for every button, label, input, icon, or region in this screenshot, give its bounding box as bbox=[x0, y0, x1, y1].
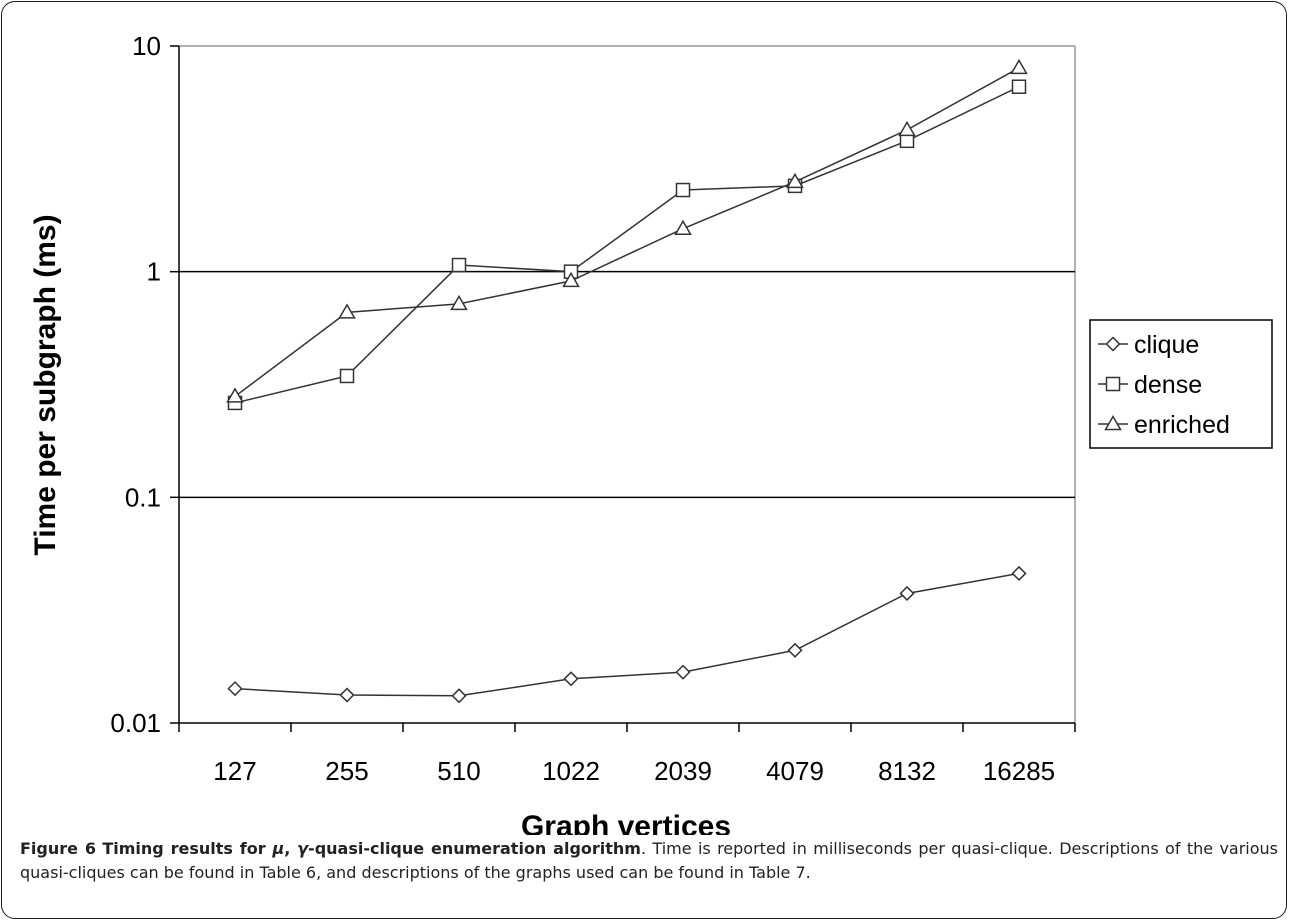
point-clique bbox=[787, 642, 803, 658]
point-clique bbox=[227, 681, 243, 697]
point-enriched bbox=[562, 271, 580, 288]
x-tick-label: 8132 bbox=[878, 756, 936, 786]
x-tick-label: 1022 bbox=[542, 756, 600, 786]
caption-body: . Time is reported in milliseconds per q… bbox=[20, 839, 1279, 882]
point-dense bbox=[451, 257, 467, 273]
caption-gamma: γ bbox=[297, 839, 309, 858]
legend: clique dense enriched bbox=[1089, 319, 1273, 449]
series-line-enriched bbox=[234, 67, 1020, 398]
point-dense bbox=[675, 182, 691, 198]
x-tick-label: 255 bbox=[325, 756, 368, 786]
x-tick-label: 2039 bbox=[654, 756, 712, 786]
y-tick-label: 0.1 bbox=[125, 482, 161, 512]
y-tick-label: 0.01 bbox=[110, 708, 161, 738]
point-clique bbox=[899, 585, 915, 602]
point-enriched bbox=[786, 172, 804, 189]
legend-marker-clique bbox=[1105, 336, 1121, 352]
point-clique bbox=[339, 687, 355, 703]
point-dense bbox=[899, 133, 915, 149]
x-axis-title: Graph vertices bbox=[521, 810, 731, 835]
legend-marker-dense bbox=[1105, 376, 1121, 392]
y-tick-label: 1 bbox=[147, 257, 161, 287]
legend-label-dense: dense bbox=[1134, 371, 1202, 399]
point-dense bbox=[339, 368, 355, 384]
y-tick-label: 10 bbox=[132, 31, 161, 61]
series-line-dense bbox=[234, 86, 1020, 404]
point-dense bbox=[1011, 79, 1027, 94]
point-clique bbox=[1011, 565, 1027, 581]
caption-title-sep: , bbox=[284, 839, 298, 858]
point-clique bbox=[675, 664, 691, 680]
legend-label-enriched: enriched bbox=[1134, 411, 1230, 439]
caption-title-end: -quasi-clique enumeration algorithm bbox=[308, 839, 641, 858]
x-tick-label: 4079 bbox=[766, 756, 824, 786]
point-enriched bbox=[674, 219, 692, 235]
point-clique bbox=[451, 688, 467, 704]
point-enriched bbox=[1010, 58, 1028, 75]
point-clique bbox=[563, 671, 579, 687]
figure-caption: Figure 6 Timing results for μ, γ-quasi-c… bbox=[20, 837, 1278, 885]
caption-mu: μ bbox=[272, 839, 285, 858]
legend-label-clique: clique bbox=[1134, 331, 1199, 359]
x-tick-label: 127 bbox=[213, 756, 256, 786]
point-enriched bbox=[338, 303, 356, 319]
caption-label: Figure 6 bbox=[20, 839, 96, 858]
point-enriched bbox=[226, 387, 244, 403]
point-enriched bbox=[450, 294, 468, 311]
x-tick-label: 510 bbox=[437, 756, 480, 786]
plot-area: 10 1 0.1 0.01 127 255 510 1022 2039 4079 8132 16285 bbox=[110, 31, 1076, 786]
y-axis-title: Time per subgraph (ms) bbox=[29, 214, 62, 555]
chart: 10 1 0.1 0.01 127 255 510 1022 2039 4079 8132 16285… bbox=[29, 31, 1273, 835]
legend-marker-enriched bbox=[1104, 414, 1122, 431]
point-enriched bbox=[898, 120, 916, 137]
series-line-clique bbox=[234, 572, 1020, 697]
caption-title-start: Timing results for bbox=[102, 839, 273, 858]
x-tick-label: 16285 bbox=[983, 756, 1055, 786]
